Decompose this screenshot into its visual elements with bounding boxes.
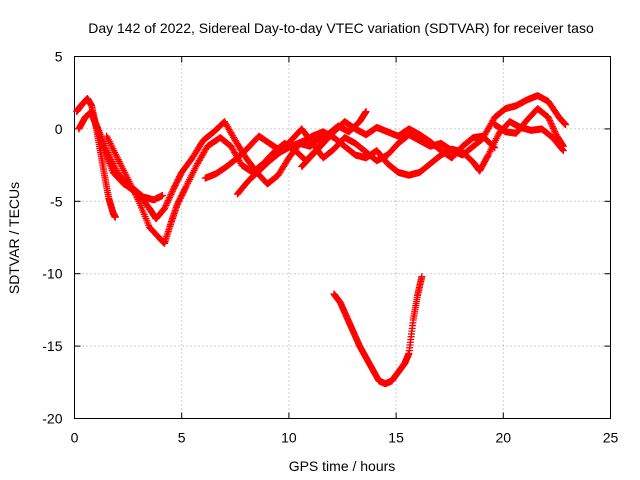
y-axis-label: SDTVAR / TECUs <box>6 182 22 294</box>
series-arc-7 <box>298 92 569 171</box>
data-point <box>181 184 189 192</box>
data-point <box>161 205 169 213</box>
data-point <box>549 124 557 132</box>
data-point <box>166 194 174 202</box>
data-point <box>163 200 171 208</box>
data-point <box>549 123 557 131</box>
data-series <box>73 92 569 388</box>
data-point <box>484 152 492 160</box>
data-point <box>559 142 567 150</box>
x-tick-label: 10 <box>281 430 297 446</box>
data-point <box>546 116 554 124</box>
data-point <box>166 192 174 200</box>
x-tick-label: 15 <box>388 430 404 446</box>
grid <box>74 56 611 419</box>
data-point <box>550 126 558 134</box>
series-arc-9 <box>330 273 426 388</box>
data-point <box>158 192 166 200</box>
x-tick-label: 5 <box>178 430 186 446</box>
x-tick-label: 20 <box>496 430 512 446</box>
data-point <box>168 187 176 195</box>
series-arc-2 <box>75 108 166 204</box>
plot-frame <box>74 56 611 419</box>
x-axis-label: GPS time / hours <box>289 458 396 474</box>
data-point <box>546 118 554 126</box>
data-point <box>161 203 169 211</box>
data-point <box>544 113 552 121</box>
data-point <box>551 129 559 137</box>
data-point <box>548 121 556 129</box>
data-point <box>551 127 559 135</box>
y-tick-label: 0 <box>55 121 63 137</box>
y-tick-label: 5 <box>55 49 63 65</box>
data-point <box>545 115 553 123</box>
data-point <box>164 197 172 205</box>
y-tick-label: -5 <box>50 193 63 209</box>
data-point <box>167 190 175 198</box>
data-point <box>163 198 171 206</box>
chart-title: Day 142 of 2022, Sidereal Day-to-day VTE… <box>88 20 594 36</box>
data-point <box>547 120 555 128</box>
x-tick-label: 0 <box>71 430 79 446</box>
y-tick-label: -15 <box>42 338 62 354</box>
data-point <box>162 201 170 209</box>
x-tick-label: 25 <box>603 430 619 446</box>
data-point <box>111 213 119 221</box>
data-point <box>165 195 173 203</box>
series-arc-8 <box>491 105 567 150</box>
data-point <box>561 121 569 129</box>
axis-ticks: 0 5 10 15 20 25 -20 -15 -10 -5 0 5 <box>42 49 618 446</box>
y-tick-label: -10 <box>42 266 62 282</box>
data-point <box>418 273 426 281</box>
data-point <box>362 108 370 116</box>
y-tick-label: -20 <box>42 411 62 427</box>
data-point <box>168 189 176 197</box>
